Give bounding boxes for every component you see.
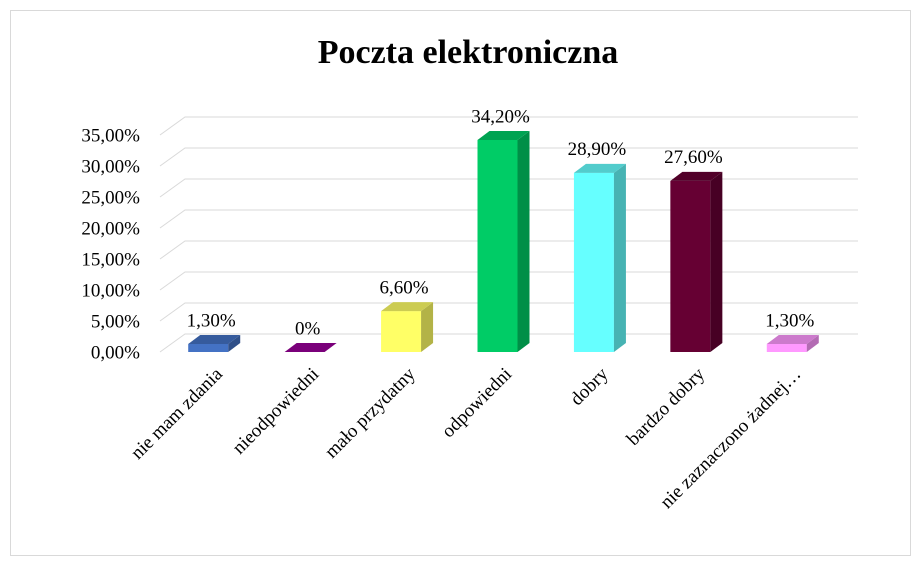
y-tick-label: 30,00% bbox=[81, 156, 140, 177]
chart-title: Poczta elektroniczna bbox=[318, 34, 619, 71]
bar-side bbox=[613, 163, 626, 352]
bar-top bbox=[284, 343, 337, 352]
data-label: 27,60% bbox=[664, 147, 723, 168]
grid-line bbox=[159, 240, 858, 260]
y-tick-label: 10,00% bbox=[81, 280, 140, 301]
data-label: 6,60% bbox=[380, 277, 429, 298]
bar-top bbox=[670, 171, 723, 181]
bar-front bbox=[477, 139, 518, 352]
bar-front bbox=[573, 172, 614, 352]
bar-side bbox=[710, 171, 723, 352]
y-tick-label: 20,00% bbox=[81, 218, 140, 239]
data-label: 0% bbox=[295, 318, 321, 339]
y-tick-label: 35,00% bbox=[81, 125, 140, 146]
y-tick-label: 5,00% bbox=[91, 311, 140, 332]
bar-front bbox=[188, 343, 229, 352]
bar-front bbox=[670, 180, 711, 352]
bar-side bbox=[421, 302, 434, 352]
bar-side bbox=[517, 130, 530, 352]
bar-top bbox=[188, 334, 241, 344]
grid-line bbox=[159, 147, 858, 167]
grid-line bbox=[159, 302, 858, 322]
bar-side bbox=[228, 334, 241, 352]
bar-top bbox=[477, 130, 530, 140]
bar-top bbox=[766, 334, 819, 344]
data-label: 1,30% bbox=[765, 310, 814, 331]
y-tick-label: 0,00% bbox=[91, 342, 140, 363]
data-label: 34,20% bbox=[471, 106, 530, 127]
bar-front bbox=[381, 311, 422, 352]
data-label: 28,90% bbox=[568, 139, 627, 160]
bar-top bbox=[573, 163, 626, 173]
grid-line bbox=[159, 178, 858, 198]
grid-line bbox=[159, 271, 858, 291]
bar-side bbox=[806, 334, 819, 352]
chart-frame bbox=[10, 10, 911, 556]
y-tick-label: 25,00% bbox=[81, 187, 140, 208]
grid-line bbox=[159, 333, 858, 353]
bar-top bbox=[381, 302, 434, 312]
grid-line bbox=[159, 116, 858, 136]
y-tick-label: 15,00% bbox=[81, 249, 140, 270]
bar-front bbox=[766, 343, 807, 352]
grid-line bbox=[159, 209, 858, 229]
data-label: 1,30% bbox=[187, 310, 236, 331]
